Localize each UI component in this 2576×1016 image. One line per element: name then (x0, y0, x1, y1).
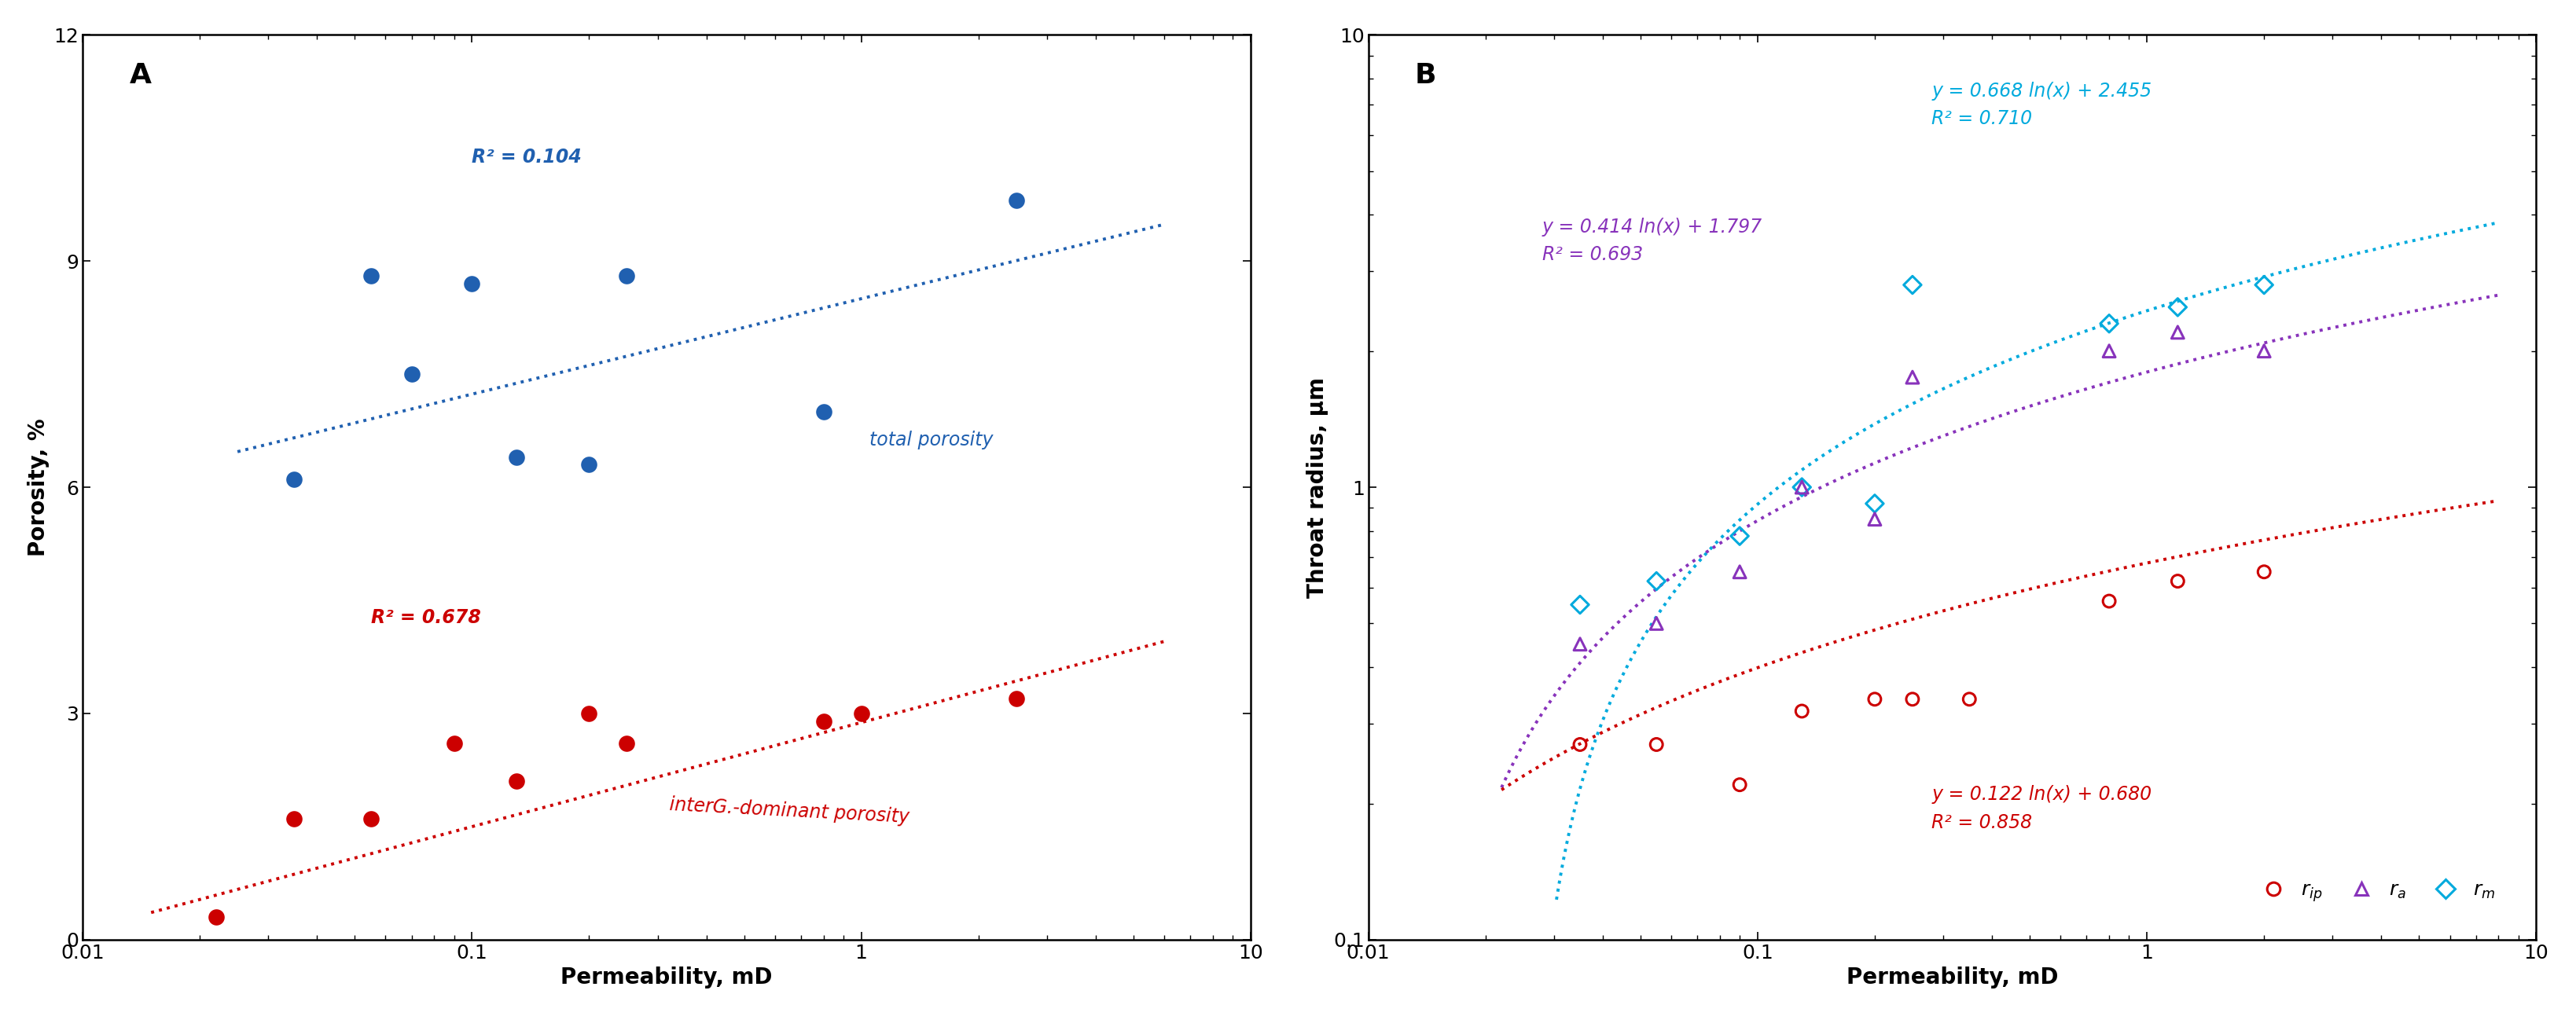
Point (2244, 276, 2285, 293)
Point (1855, 691, 1896, 707)
Point (605, 268, 647, 284)
Point (196, 909, 237, 926)
Text: A: A (129, 62, 152, 88)
Point (1718, 528, 1759, 545)
Text: R² = 0.104: R² = 0.104 (471, 148, 582, 167)
Point (1780, 703, 1821, 719)
Point (2089, 342, 2130, 359)
Y-axis label: Porosity, %: Porosity, % (28, 419, 49, 556)
Point (495, 449, 536, 465)
Point (1780, 480, 1821, 496)
Point (2156, 324, 2197, 340)
Point (1891, 691, 1932, 707)
Point (1855, 496, 1896, 512)
Text: y = 0.668 ln(x) + 2.455
R² = 0.710: y = 0.668 ln(x) + 2.455 R² = 0.710 (1932, 81, 2151, 128)
Text: B: B (1414, 62, 1437, 88)
Text: y = 0.122 ln(x) + 0.680
R² = 0.858: y = 0.122 ln(x) + 0.680 R² = 0.858 (1932, 785, 2151, 832)
Point (569, 456, 611, 472)
Point (994, 192, 1036, 208)
Text: total porosity: total porosity (871, 431, 994, 450)
Point (350, 811, 392, 827)
Point (804, 403, 845, 420)
Point (1780, 480, 1821, 496)
Point (433, 736, 474, 752)
Point (392, 366, 433, 382)
Point (1891, 369, 1932, 385)
Point (2089, 315, 2130, 331)
Point (273, 471, 314, 488)
Point (1558, 737, 1600, 753)
Point (451, 275, 492, 292)
Point (1636, 616, 1677, 632)
Y-axis label: Throat radius, μm: Throat radius, μm (1306, 377, 1329, 597)
Point (1950, 691, 1991, 707)
Text: interG.-dominant porosity: interG.-dominant porosity (670, 796, 909, 827)
Point (1718, 776, 1759, 792)
Point (2156, 573, 2197, 589)
Point (569, 705, 611, 721)
Point (1558, 596, 1600, 613)
Point (1718, 564, 1759, 580)
Point (994, 690, 1036, 706)
Point (495, 773, 536, 789)
Legend: $\it{r}_{ip}$, $\it{r}_a$, $\it{r}_m$: $\it{r}_{ip}$, $\it{r}_a$, $\it{r}_m$ (2246, 873, 2504, 911)
X-axis label: Permeability, mD: Permeability, mD (1847, 966, 2058, 989)
Point (1636, 573, 1677, 589)
Point (804, 713, 845, 729)
Point (1891, 276, 1932, 293)
Point (2156, 299, 2197, 315)
Point (605, 736, 647, 752)
Point (2244, 564, 2285, 580)
Point (2089, 593, 2130, 610)
X-axis label: Permeability, mD: Permeability, mD (562, 966, 773, 989)
Point (273, 811, 314, 827)
Text: R² = 0.678: R² = 0.678 (371, 608, 482, 627)
Point (2244, 342, 2285, 359)
Point (840, 705, 881, 721)
Point (350, 268, 392, 284)
Point (1558, 636, 1600, 652)
Text: y = 0.414 ln(x) + 1.797
R² = 0.693: y = 0.414 ln(x) + 1.797 R² = 0.693 (1543, 217, 1762, 264)
Point (1636, 737, 1677, 753)
Point (1855, 511, 1896, 527)
